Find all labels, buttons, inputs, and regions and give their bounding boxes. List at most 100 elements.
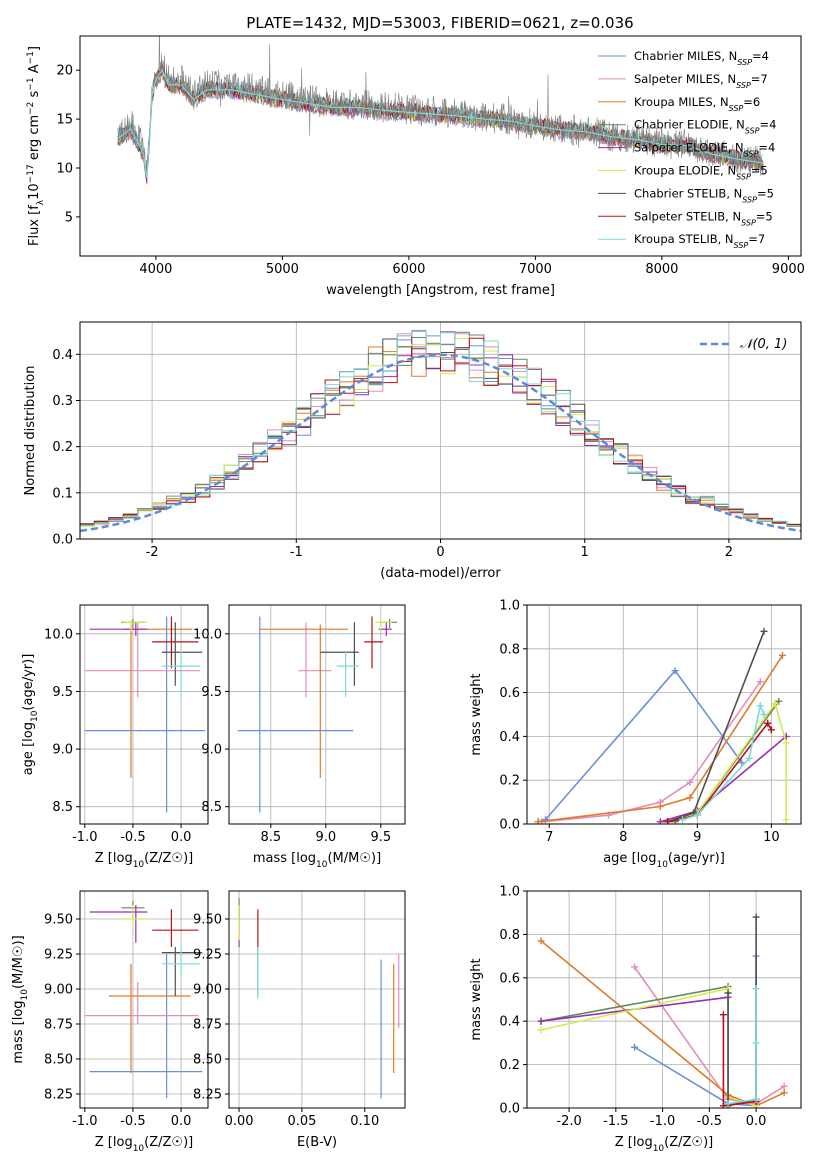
weight-marker [631,1043,639,1051]
x-tick-label: 0.0 [746,1114,767,1129]
weight-marker [686,794,694,802]
weight-marker [738,759,746,767]
y-tick-label: 0.2 [499,1058,520,1073]
y-tick-label: 8.5 [52,800,73,815]
axes-age-vs-Z: -1.0 -0.5 0.0 8.5 9.0 9.5 10.0 Z [log10(Z/Z☉)] a… [21,604,209,870]
weight-marker [719,1102,727,1108]
plot-background [527,605,801,824]
y-tick-label: 9.00 [44,983,73,998]
weight-marker [752,1039,760,1047]
legend-label: Kroupa STELIB, NSSP=7 [634,232,765,250]
y-tick-label: 8.50 [193,1053,222,1068]
plot-content [238,898,400,1099]
legend-label: Salpeter STELIB, NSSP=5 [634,209,773,227]
x-tick-label: 0 [436,545,444,560]
y-tick-label: 9.0 [52,743,73,758]
data-point [161,947,201,975]
x-tick-label: -0.5 [120,830,145,845]
axes-frame [526,604,802,825]
y-tick-label: 9.25 [193,948,222,963]
legend-label: Kroupa ELODIE, NSSP=5 [634,164,768,182]
data-point [364,616,383,669]
data-point [320,622,359,686]
x-tick-label: 1 [581,545,589,560]
data-point [123,905,148,926]
weight-marker [767,726,775,734]
x-tick-label: 2 [725,545,733,560]
legend: Chabrier MILES, NSSP=4 Salpeter MILES, NS… [598,49,776,250]
x-tick-label: 0.0 [171,830,192,845]
data-point [298,622,332,698]
data-point [89,905,148,943]
legend-label: Salpeter MILES, NSSP=7 [634,72,768,90]
y-axis-label: mass [log10(M/M☉)] [11,935,30,1063]
x-tick-label: 5000 [266,262,299,277]
legend-label: 𝒩(0, 1) [740,337,787,352]
weight-marker [537,1017,545,1025]
y-tick-label: 8.25 [44,1088,73,1103]
x-tick-label: 6000 [392,262,425,277]
weight-marker [752,913,760,921]
axes-frame-group: 4000 5000 6000 7000 8000 9000 5 10 15 20 wavelengt… [26,35,805,298]
data-point [84,982,199,1024]
axes-frame [79,890,209,1109]
y-tick-label: 8.5 [201,800,222,815]
weight-marker [534,818,542,824]
x-tick-label: 9 [693,830,701,845]
residual-histogram [80,329,801,527]
legend-label: Chabrier MILES, NSSP=4 [634,49,769,67]
weight-marker [760,627,768,635]
y-tick-label: 1.0 [499,885,520,900]
x-axis-label: wavelength [Angstrom, rest frame] [326,283,555,298]
plot-content [117,36,764,185]
axes-frame [526,890,802,1109]
y-axis-label: Normed distribution [23,366,38,496]
weight-marker [724,989,732,997]
plot-content [84,616,206,813]
x-tick-label: 10 [763,830,780,845]
axes-residuals: -2 -1 0 1 2 0.0 0.1 0.2 0.3 0.4 𝒩(0, 1) (data-model… [23,321,802,581]
axes-frame-group: 8.5 9.0 9.5 8.5 9.0 9.5 10.0 mass [log10(M/M☉)] [193,604,406,870]
x-tick-label: 9.5 [370,830,391,845]
y-tick-label: 9.5 [201,685,222,700]
plot-background [80,605,208,824]
y-tick-label: 8.75 [193,1018,222,1033]
x-axis-label: Z [log10(Z/Z☉)] [95,1135,193,1154]
axes-frame-group: 0.00 0.05 0.10 8.25 8.50 8.75 9.00 9.25 9.50 E(B-… [193,890,406,1150]
y-tick-label: 10.0 [193,627,222,642]
y-tick-label: 0.6 [499,971,520,986]
y-tick-label: 9.00 [193,983,222,998]
x-tick-label: 0.0 [171,1114,192,1129]
x-tick-label: -1.5 [603,1114,628,1129]
y-tick-label: 0.6 [499,686,520,701]
y-tick-label: 0.0 [499,1102,520,1117]
plot-background [229,891,405,1108]
y-tick-label: 5 [65,210,73,225]
x-tick-label: -2.0 [556,1114,581,1129]
weight-marker [537,937,545,945]
plot-content [237,616,398,813]
axes-weight-vs-Z: -2.0 -1.5 -1.0 -0.5 0.0 0.0 0.2 0.4 0.6 0.8 1.0 mas… [469,885,802,1154]
plot-background [229,605,405,824]
weight-marker [752,1095,760,1103]
data-point [89,622,148,637]
y-tick-label: 9.25 [44,948,73,963]
data-point [237,616,354,813]
weight-marker [537,1026,545,1034]
axes-age-vs-mass: 8.5 9.0 9.5 8.5 9.0 9.5 10.0 mass [log10(M/M☉)] [193,604,406,870]
gaussian-reference-line [80,353,801,533]
y-tick-label: 0.0 [499,818,520,833]
x-tick-label: 0.05 [287,1114,316,1129]
plot-layer: 4000 5000 6000 7000 8000 90005101520wavelengt… [11,35,805,1154]
x-tick-label: -1.0 [72,830,97,845]
y-tick-label: 9.50 [44,913,73,928]
y-tick-label: 9.5 [52,685,73,700]
axes-frame [228,604,406,825]
axes-frame-group: 7 8 9 10 0.0 0.2 0.4 0.6 0.8 1.0 mass weight age [l… [469,599,802,870]
x-tick-label: 9.0 [315,830,336,845]
weight-marker [756,702,764,710]
weight-marker [671,667,679,675]
plot-background [80,891,208,1108]
y-tick-label: 0.1 [52,486,73,501]
